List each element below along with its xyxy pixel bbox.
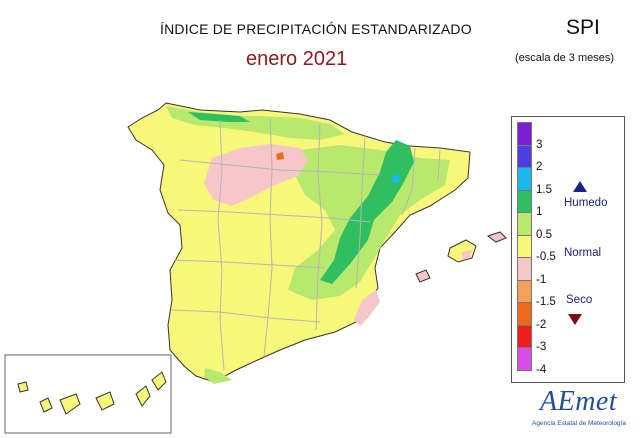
legend-tick-label: 0.5	[536, 228, 552, 241]
legend-swatch	[517, 189, 532, 213]
legend-normal-label: Normal	[564, 247, 602, 259]
map-title: ÍNDICE DE PRECIPITACIÓN ESTANDARIZADO	[160, 21, 472, 37]
dry-arrow-icon	[568, 314, 582, 325]
index-name: SPI	[566, 16, 600, 39]
canary-inset-frame	[4, 354, 172, 434]
legend-tick-label: -2	[536, 318, 547, 331]
very-wet-zone	[320, 140, 414, 284]
aemet-logo: AEmet Agencia Estatal de Meteorología	[526, 386, 632, 432]
dry-zone-southeast	[354, 290, 380, 326]
legend-swatch	[517, 257, 532, 281]
legend: 3 2 1.5 1 0.5 -0.5 -1 -1.5 -2 -3 -4 Humedo Normal …	[511, 116, 625, 383]
island-mallorca-dry	[462, 250, 472, 260]
map-period: enero 2021	[246, 48, 348, 70]
legend-tick-label: 1.5	[536, 183, 552, 196]
dry-zone-northwest	[204, 144, 308, 206]
legend-swatch	[517, 324, 532, 348]
legend-swatch	[517, 212, 532, 236]
extreme-wet-spot	[392, 174, 400, 183]
legend-swatch	[517, 144, 532, 168]
legend-swatch	[517, 279, 532, 303]
logo-agency: Agencia Estatal de Meteorología	[532, 420, 626, 427]
island-menorca	[486, 231, 507, 243]
province-borders	[171, 117, 441, 371]
moderate-dry-spot	[276, 152, 284, 160]
peninsula-region	[127, 102, 471, 383]
wet-arrow-icon	[573, 181, 587, 192]
legend-swatch	[517, 122, 532, 146]
legend-tick-label: -1.5	[536, 296, 556, 308]
legend-swatch	[517, 302, 532, 326]
legend-swatch	[517, 167, 532, 191]
legend-tick-label: -4	[536, 363, 547, 376]
logo-name: AEmet	[540, 386, 618, 417]
legend-tick-label: 3	[536, 138, 543, 151]
legend-wet-label: Humedo	[564, 197, 608, 209]
legend-tick-label: 1	[536, 206, 543, 218]
legend-swatch	[517, 234, 532, 258]
canary-islands	[17, 371, 167, 415]
very-wet-zone-north	[188, 112, 250, 122]
island-ibiza	[415, 269, 431, 283]
legend-tick-label: 2	[536, 161, 543, 173]
legend-dry-label: Seco	[566, 294, 593, 306]
wet-zone-south	[204, 368, 232, 384]
legend-tick-label: -0.5	[536, 251, 556, 263]
legend-swatch	[517, 347, 532, 371]
legend-tick-label: -3	[536, 341, 547, 353]
legend-tick-label: -1	[536, 273, 547, 286]
index-scale: (escala de 3 meses)	[515, 52, 615, 64]
